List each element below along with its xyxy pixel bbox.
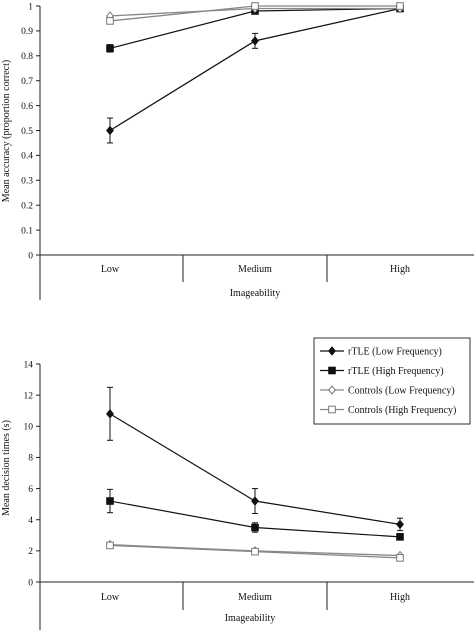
legend-label: rTLE (Low Frequency) [348,347,442,358]
rt-y-tick-label: 2 [28,547,33,557]
rt-y-tick-label: 8 [28,454,33,464]
accuracy-y-tick-label: 0.4 [21,152,33,162]
accuracy-data-point [396,2,404,10]
legend-swatch-marker [328,346,336,356]
accuracy-data-point [106,17,114,25]
accuracy-xlabel: Imageability [230,288,281,299]
accuracy-data-point [106,125,114,136]
decision-time-chart: Mean decision times (s) Imageability 0 2 4… [1,337,474,630]
accuracy-x-category-label: High [390,264,410,275]
rt-ylabel: Mean decision times (s) [1,420,12,516]
rt-y-tick-label: 12 [24,391,34,401]
accuracy-data-point [251,2,259,10]
accuracy-y-tick-label: 0.9 [21,27,33,37]
rt-data-point [251,523,259,532]
accuracy-y-tick-label: 0 [28,251,33,261]
rt-x-category-label: Low [101,592,120,603]
rt-y-tick-label: 4 [28,516,33,526]
rt-y-tick-label: 0 [28,578,33,588]
rt-data-point [106,541,114,550]
accuracy-ylabel: Mean accuracy (proportion correct) [1,60,12,202]
rt-xlabel: Imageability [225,613,276,624]
accuracy-y-tick-label: 0.8 [21,52,33,62]
accuracy-x-category-label: Low [101,264,120,275]
accuracy-series-line [109,7,401,132]
legend-label: Controls (Low Frequency) [348,386,455,397]
rt-x-category-label: Medium [238,592,272,603]
rt-data-point [251,496,259,506]
legend-label: rTLE (High Frequency) [348,366,444,377]
rt-data-point [251,547,259,556]
legend: rTLE (Low Frequency) rTLE (High Frequency… [313,337,471,425]
rt-data-point [106,409,114,419]
accuracy-x-category-label: Medium [238,264,272,275]
accuracy-y-tick-label: 0.3 [21,177,33,187]
accuracy-y-tick-label: 0.5 [21,127,33,137]
accuracy-y-tick-label: 0.7 [21,77,33,87]
rt-data-point [396,533,404,541]
legend-swatch-marker [328,405,336,414]
legend-swatch-marker [328,366,336,375]
legend-swatch-marker [328,385,336,395]
accuracy-data-point [106,44,114,53]
accuracy-y-tick-label: 0.1 [21,226,33,236]
accuracy-data-point [251,36,259,46]
accuracy-y-tick-label: 1 [28,2,33,12]
rt-y-tick-label: 10 [24,423,34,433]
rt-y-tick-label: 6 [28,485,33,495]
accuracy-y-tick-label: 0.6 [21,102,33,112]
accuracy-y-tick-label: 0.2 [21,202,33,212]
rt-data-point [396,519,404,530]
accuracy-chart: Mean accuracy (proportion correct) Image… [1,2,474,300]
rt-data-point [396,554,404,562]
rt-data-point [106,497,114,505]
legend-label: Controls (High Frequency) [348,405,456,416]
rt-x-category-label: High [390,592,410,603]
rt-y-tick-label: 14 [24,360,34,370]
